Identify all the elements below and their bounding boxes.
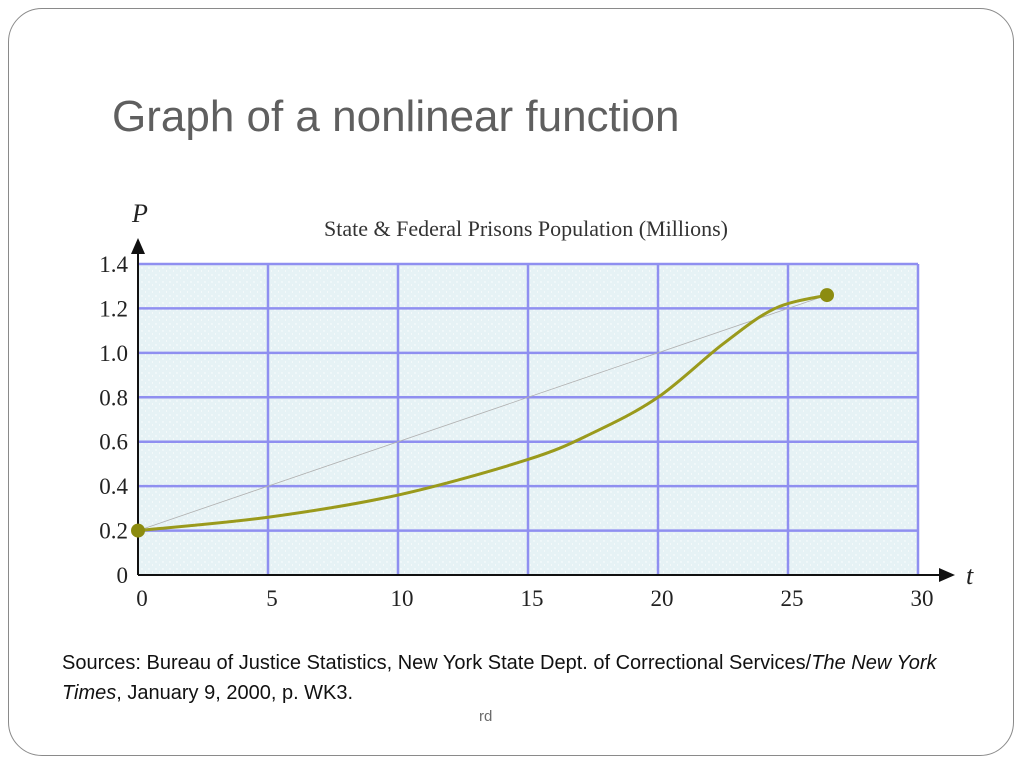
y-axis-arrow-icon xyxy=(131,238,145,254)
axes xyxy=(131,238,955,582)
footer-note: rd xyxy=(479,708,493,725)
x-tick-label: 5 xyxy=(266,586,278,611)
y-tick-label: 1.2 xyxy=(99,296,128,321)
chart-title: State & Federal Prisons Population (Mill… xyxy=(324,216,728,241)
x-axis-arrow-icon xyxy=(939,568,955,582)
y-axis-label: P xyxy=(131,199,148,228)
x-tick-label: 0 xyxy=(136,586,148,611)
slide-frame xyxy=(8,8,1014,756)
chart: State & Federal Prisons Population (Mill… xyxy=(99,199,974,611)
x-tick-label: 25 xyxy=(781,586,804,611)
x-axis-label: t xyxy=(966,561,974,590)
tick-labels: 0 5 10 15 20 25 30 0 0.2 0.4 0.6 0.8 1.0 1.2 1.4 xyxy=(99,252,933,611)
source-publication: The New York Times xyxy=(62,652,937,704)
endpoint-marker xyxy=(131,523,145,538)
x-tick-label: 15 xyxy=(521,586,544,611)
endpoint-marker xyxy=(820,288,834,303)
slide-title: Graph of a nonlinear function xyxy=(112,92,680,141)
secant-line xyxy=(137,294,828,531)
y-tick-label: 0.4 xyxy=(99,474,128,499)
source-note: Sources: Bureau of Justice Statistics, N… xyxy=(62,648,962,708)
y-tick-label: 0.6 xyxy=(99,430,128,455)
y-tick-label: 0.2 xyxy=(99,519,128,544)
source-suffix: , January 9, 2000, p. WK3. xyxy=(116,682,354,704)
x-tick-label: 30 xyxy=(911,586,934,611)
y-tick-label: 1.0 xyxy=(99,341,128,366)
source-prefix: Sources: Bureau of Justice Statistics, N… xyxy=(62,652,812,674)
series xyxy=(131,288,834,538)
y-tick-label: 1.4 xyxy=(99,252,128,277)
series-line xyxy=(137,293,828,533)
y-tick-label: 0.8 xyxy=(99,385,128,410)
y-tick-label: 0 xyxy=(117,563,129,588)
x-tick-label: 10 xyxy=(391,586,414,611)
x-tick-label: 20 xyxy=(651,586,674,611)
